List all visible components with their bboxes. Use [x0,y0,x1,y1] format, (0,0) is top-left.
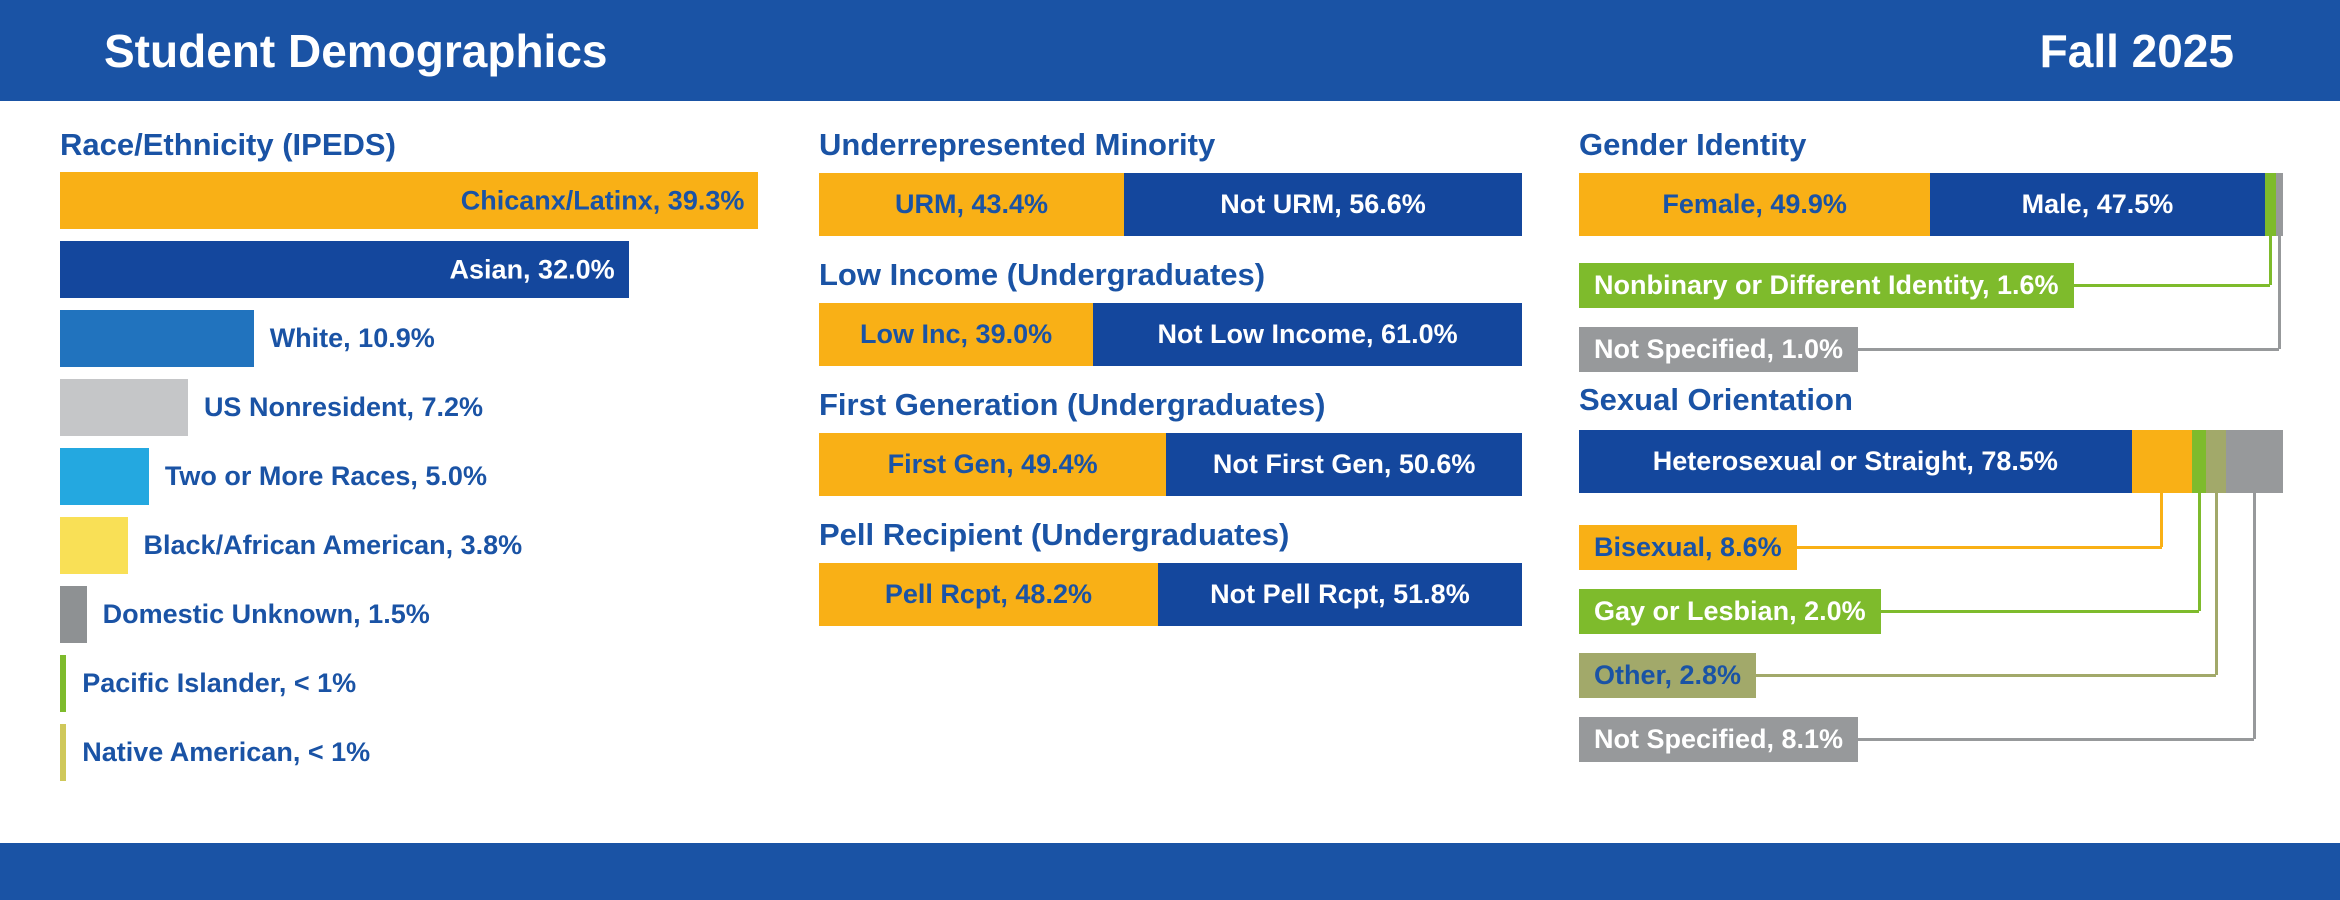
stacked-bar: Female, 49.9% Male, 47.5% [1579,173,2283,236]
bar-segment: Not First Gen, 50.6% [1166,433,1522,496]
stacked-bar: Pell Rcpt, 48.2% Not Pell Rcpt, 51.8% [819,563,1522,626]
callout-box: Other, 2.8% [1579,653,1757,698]
race-bar-label: White, 10.9% [269,323,435,353]
race-bar-label: Two or More Races, 5.0% [164,461,487,491]
leader-line-horizontal [1797,545,2162,549]
stacked-bar: Low Inc, 39.0% Not Low Income, 61.0% [819,303,1522,366]
orientation-title: Sexual Orientation [1579,382,1853,417]
stacked-bar: Heterosexual or Straight, 78.5% [1579,430,2283,493]
race-bar-row: Two or More Races, 5.0% [60,448,487,505]
leader-line-horizontal [1756,673,2217,677]
race-bar: Asian, 32.0% [60,241,629,298]
bar-segment [2275,173,2283,236]
bar-segment: Low Inc, 39.0% [819,303,1094,366]
race-bar [60,517,128,574]
term-label: Fall 2025 [2039,24,2234,77]
bar-segment: Not URM, 56.6% [1124,173,1522,236]
race-bar [60,586,87,643]
bar-segment [2206,430,2226,493]
bar-segment: Not Pell Rcpt, 51.8% [1157,563,1522,626]
race-bar-label: Pacific Islander, < 1% [82,668,357,698]
first_gen-title: First Generation (Undergraduates) [819,387,1326,422]
bar-segment [2264,173,2276,236]
callout-box: Gay or Lesbian, 2.0% [1579,589,1881,634]
bar-segment: Pell Rcpt, 48.2% [819,563,1158,626]
leader-line-vertical [2214,493,2218,675]
pell-title: Pell Recipient (Undergraduates) [819,517,1290,552]
bar-segment: First Gen, 49.4% [819,433,1167,496]
bar-segment [2131,430,2193,493]
race-bar [60,448,149,505]
race-bar-row: Black/African American, 3.8% [60,517,522,574]
bar-segment: URM, 43.4% [819,173,1125,236]
stacked-bar: URM, 43.4% Not URM, 56.6% [819,173,1522,236]
race-bar [60,724,67,781]
callout-box: Not Specified, 8.1% [1579,717,1859,762]
race-bar-label: Black/African American, 3.8% [143,530,523,560]
bar-segment: Not Low Income, 61.0% [1093,303,1522,366]
leader-line-vertical [2197,493,2201,611]
low_income-title: Low Income (Undergraduates) [819,257,1266,292]
callout-box: Nonbinary or Different Identity, 1.6% [1579,263,2074,308]
race-bar-label: Native American, < 1% [82,737,371,767]
leader-line-horizontal [1858,737,2255,741]
leader-line-horizontal [1858,347,2280,351]
race-bar [60,379,188,436]
race-bar-row: Native American, < 1% [60,724,370,781]
bar-segment: Heterosexual or Straight, 78.5% [1579,430,2132,493]
page-title: Student Demographics [104,24,608,77]
callout-box: Not Specified, 1.0% [1579,327,1859,372]
bar-segment: Male, 47.5% [1930,173,2265,236]
leader-line-horizontal [1881,609,2200,613]
race-bar-row: White, 10.9% [60,310,435,367]
leader-line-vertical [2268,236,2272,285]
race-bar [60,655,67,712]
race-bar-label: Asian, 32.0% [449,254,615,284]
bar-segment [2192,430,2207,493]
race-bar-label: US Nonresident, 7.2% [203,392,484,422]
race-bar [60,310,254,367]
stacked-bar: First Gen, 49.4% Not First Gen, 50.6% [819,433,1522,496]
header-bar: Student Demographics Fall 2025 [0,0,2340,101]
leader-line-vertical [2277,236,2281,349]
race-bar: Chicanx/Latinx, 39.3% [60,172,759,229]
bar-segment: Female, 49.9% [1579,173,1931,236]
race-bar-label: Chicanx/Latinx, 39.3% [460,185,745,215]
callout-box: Bisexual, 8.6% [1579,525,1797,570]
leader-line-horizontal [2074,283,2271,287]
race-bar-row: Asian, 32.0% [60,241,629,298]
race-ethnicity-title: Race/Ethnicity (IPEDS) [60,127,396,162]
leader-line-vertical [2160,493,2164,547]
race-bar-row: Domestic Unknown, 1.5% [60,586,430,643]
race-bar-label: Domestic Unknown, 1.5% [102,599,430,629]
urm-title: Underrepresented Minority [819,127,1216,162]
footer-bar [0,843,2340,900]
race-bar-row: Pacific Islander, < 1% [60,655,356,712]
bar-segment [2225,430,2283,493]
leader-line-vertical [2252,493,2256,739]
race-bar-row: Chicanx/Latinx, 39.3% [60,172,759,229]
gender-title: Gender Identity [1579,127,1807,162]
race-bar-row: US Nonresident, 7.2% [60,379,483,436]
